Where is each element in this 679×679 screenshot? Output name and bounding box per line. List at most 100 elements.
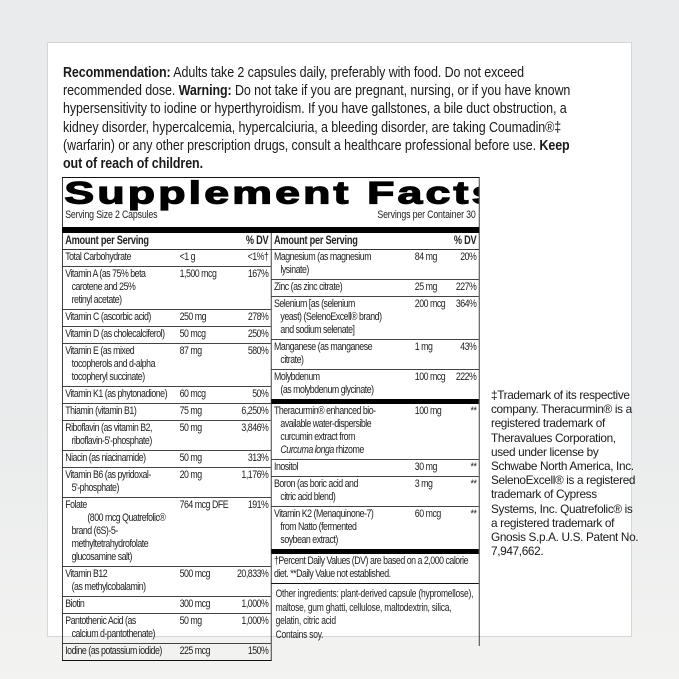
warning-label: Warning:: [178, 83, 232, 100]
nutrient-dv: **: [470, 405, 477, 417]
right-rows-minerals: Magnesium (as magnesium lysinate) 84 mg 20…: [271, 250, 479, 399]
right-rows-other: Theracurmin® enhanced bio- available wat…: [271, 404, 479, 549]
nutrient-name: Vitamin K2 (Menaquinone-7) from Natto (f…: [274, 508, 374, 546]
warning-text: Do not take if you are pregnant, nursing…: [63, 83, 571, 154]
nutrient-dv: 1,000%: [241, 598, 269, 610]
nutrient-amount: 87 mg: [179, 345, 203, 357]
nutrient-amount: 225 mcg: [179, 645, 211, 657]
nutrient-name: Manganese (as manganese citrate): [274, 341, 373, 366]
nutrient-row: Total Carbohydrate <1 g <1%†: [62, 250, 271, 267]
dv-footnote: †Percent Daily Values (DV) are based on …: [271, 554, 479, 584]
nutrient-amount: 84 mg: [414, 251, 438, 263]
trademark-note: ‡Trademark of its respective company. Th…: [491, 388, 639, 559]
nutrient-dv: **: [470, 478, 477, 490]
nutrient-dv: 167%: [247, 268, 269, 280]
nutrient-name: Vitamin B6 (as pyridoxal- 5'-phosphate): [65, 469, 151, 494]
nutrient-name: Total Carbohydrate: [65, 251, 131, 263]
servings-per-container: Servings per Container 30: [377, 209, 476, 221]
column-header: Amount per Serving % DV: [62, 233, 271, 250]
nutrient-amount: 25 mg: [414, 281, 438, 293]
nutrient-amount: 75 mg: [179, 405, 203, 417]
nutrient-amount: 50 mg: [179, 452, 203, 464]
nutrient-dv: 227%: [455, 281, 477, 293]
nutrient-amount: 1 mg: [414, 341, 433, 353]
nutrient-row: Riboflavin (as vitamin B2, riboflavin-5'…: [62, 421, 271, 451]
nutrient-dv: 43%: [460, 341, 477, 353]
nutrient-name: Magnesium (as magnesium lysinate): [274, 251, 372, 276]
nutrient-amount: 60 mcg: [179, 388, 206, 400]
nutrient-dv: **: [470, 508, 477, 520]
nutrient-name: Folate (800 mcg Quatrefolic® brand (6S)-…: [65, 499, 166, 563]
nutrient-amount: 60 mcg: [414, 508, 441, 520]
nutrient-dv: <1%†: [247, 251, 269, 263]
nutrient-name: Boron (as boric acid and citric acid ble…: [274, 478, 358, 503]
keep-out-warning: Keep out of reach of children.: [63, 137, 570, 173]
nutrient-dv: 3,846%: [241, 422, 269, 434]
nutrient-row: Vitamin K2 (Menaquinone-7) from Natto (f…: [272, 507, 479, 549]
nutrient-row: Vitamin C (ascorbic acid) 250 mg 278%: [62, 310, 271, 327]
nutrient-row: Biotin 300 mcg 1,000%: [62, 597, 271, 614]
nutrient-dv: 580%: [247, 345, 269, 357]
nutrient-dv: 1,176%: [241, 469, 269, 481]
serving-size: Serving Size 2 Capsules: [65, 209, 158, 221]
nutrient-row: Manganese (as manganese citrate) 1 mg 43%: [271, 340, 479, 370]
other-ingredients: Other ingredients: plant-derived capsule…: [272, 584, 479, 646]
nutrient-name: Vitamin B12 (as methylcobalamin): [65, 568, 146, 593]
nutrient-name: Thiamin (vitamin B1): [65, 405, 137, 417]
nutrient-name: Vitamin D (as cholecalciferol): [65, 328, 165, 340]
nutrient-name: Zinc (as zinc citrate): [274, 281, 343, 293]
nutrient-dv: 50%: [252, 388, 269, 400]
nutrient-amount: 3 mg: [414, 478, 433, 490]
recommendation-paragraph: Recommendation: Adults take 2 capsules d…: [63, 64, 581, 173]
nutrient-row: Magnesium (as magnesium lysinate) 84 mg 20…: [271, 250, 479, 280]
nutrient-row: Iodine (as potassium iodide) 225 mcg 150%: [63, 644, 271, 660]
nutrient-row: Boron (as boric acid and citric acid ble…: [271, 477, 479, 507]
nutrient-amount: 20 mg: [179, 469, 203, 481]
nutrient-row: Selenium [as (selenium yeast) (SelenoExc…: [271, 297, 479, 340]
nutrient-row: Inositol 30 mg **: [271, 460, 479, 477]
nutrient-dv: 278%: [247, 311, 269, 323]
facts-left-column: Amount per Serving % DV Total Carbohydrat…: [62, 233, 272, 661]
nutrient-name: Iodine (as potassium iodide): [65, 645, 162, 657]
facts-title: Supplement Facts: [64, 177, 480, 211]
nutrient-dv: 20%: [460, 251, 477, 263]
nutrient-row: Thiamin (vitamin B1) 75 mg 6,250%: [62, 404, 271, 421]
nutrient-dv: 1,000%: [241, 615, 269, 627]
thick-divider: [271, 399, 479, 404]
nutrient-row: Vitamin B6 (as pyridoxal- 5'-phosphate) 2…: [62, 468, 271, 498]
allergen-statement: Contains soy.: [275, 628, 324, 641]
nutrient-dv: 20,833%: [237, 568, 269, 580]
nutrient-amount: 50 mcg: [179, 328, 206, 340]
nutrient-amount: 300 mcg: [179, 598, 211, 610]
nutrient-dv: **: [470, 461, 477, 473]
nutrient-name: Riboflavin (as vitamin B2, riboflavin-5'…: [65, 422, 153, 447]
dv-header: % DV: [245, 235, 269, 247]
nutrient-amount: 200 mcg: [414, 298, 446, 310]
supplement-facts-panel: Supplement Facts Serving Size 2 Capsules…: [62, 177, 480, 661]
other-ingredients-text: Other ingredients: plant-derived capsule…: [275, 588, 474, 628]
facts-right-column: Amount per Serving % DV Magnesium (as mag…: [271, 233, 480, 647]
nutrient-row: Molybdenum (as molybdenum glycinate) 100 …: [272, 370, 479, 399]
recommendation-label: Recommendation:: [63, 65, 171, 81]
nutrient-name: Niacin (as niacinamide): [65, 452, 146, 464]
nutrient-row: Theracurmin® enhanced bio- available wat…: [271, 404, 479, 460]
nutrient-row: Vitamin A (as 75% beta carotene and 25% …: [62, 267, 271, 310]
facts-title-box: Supplement Facts Serving Size 2 Capsules…: [62, 177, 480, 227]
nutrient-dv: 150%: [247, 645, 269, 657]
nutrient-row: Zinc (as zinc citrate) 25 mg 227%: [271, 280, 479, 297]
nutrient-row: Vitamin B12 (as methylcobalamin) 500 mcg 2…: [62, 567, 271, 597]
nutrient-row: Pantothenic Acid (as calcium d-pantothen…: [62, 614, 271, 644]
nutrient-dv: 191%: [247, 499, 269, 511]
nutrient-amount: 50 mg: [179, 615, 203, 627]
amount-header: Amount per Serving: [65, 235, 149, 247]
nutrient-name: Theracurmin® enhanced bio- available wat…: [274, 405, 376, 456]
column-header: Amount per Serving % DV: [271, 233, 479, 250]
nutrient-dv: 313%: [247, 452, 269, 464]
nutrient-amount: 764 mcg DFE: [179, 499, 229, 511]
nutrient-row: Folate (800 mcg Quatrefolic® brand (6S)-…: [62, 498, 271, 567]
serving-info: Serving Size 2 Capsules Servings per Con…: [65, 209, 476, 221]
nutrient-dv: 250%: [247, 328, 269, 340]
nutrient-name: Biotin: [65, 598, 85, 610]
nutrient-amount: 50 mg: [179, 422, 203, 434]
recommendation-text: Adults take 2 capsules daily, preferably…: [63, 65, 524, 100]
